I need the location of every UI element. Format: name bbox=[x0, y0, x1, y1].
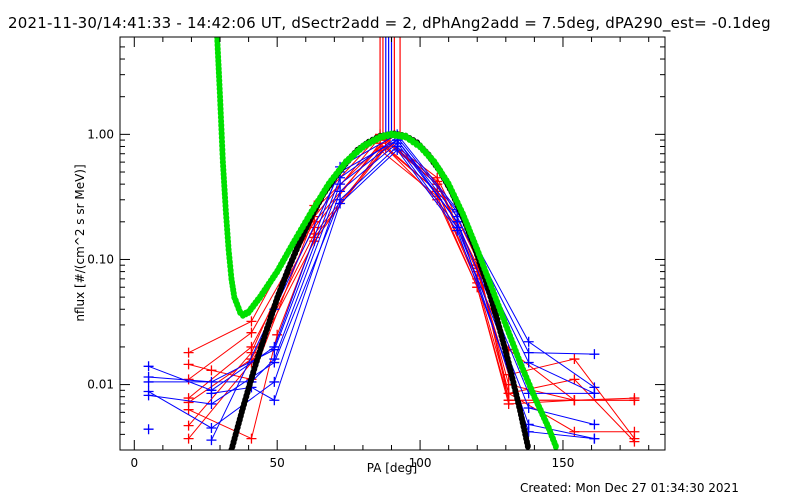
data-point-red-8 bbox=[183, 433, 194, 444]
data-point-blue-3 bbox=[523, 357, 534, 368]
data-point-blue-2 bbox=[523, 347, 534, 358]
y-axis-label: nflux [#/(cm^2 s sr MeV)] bbox=[73, 164, 87, 321]
data-point-blue-5 bbox=[206, 398, 217, 409]
data-point-blue-4 bbox=[206, 422, 217, 433]
data-point-blue-8 bbox=[143, 424, 154, 435]
data-point-red-5 bbox=[629, 426, 640, 437]
data-point-blue-4 bbox=[589, 388, 600, 399]
data-point-blue-7 bbox=[206, 435, 217, 446]
x-tick-label: 50 bbox=[270, 456, 285, 470]
x-tick-label: 0 bbox=[130, 456, 138, 470]
black-fit-curve bbox=[228, 130, 531, 450]
data-point-blue-6 bbox=[392, 144, 403, 155]
data-point-red-7 bbox=[183, 420, 194, 431]
data-point-red-1 bbox=[183, 347, 194, 358]
created-timestamp: Created: Mon Dec 27 01:34:30 2021 bbox=[520, 481, 739, 495]
chart-title: 2021-11-30/14:41:33 - 14:42:06 UT, dSect… bbox=[8, 14, 771, 32]
data-point-blue-5 bbox=[269, 357, 280, 368]
data-point-blue-5 bbox=[523, 402, 534, 413]
series-line-red-7 bbox=[188, 139, 575, 426]
plot-marks bbox=[143, 37, 640, 450]
green-fit-curve bbox=[214, 37, 559, 450]
data-point-blue-5 bbox=[143, 390, 154, 401]
axes: 0 50 100 150 1.00 0.10 0.01 bbox=[87, 36, 665, 470]
data-point-red-2 bbox=[569, 374, 580, 385]
data-point-blue-1 bbox=[143, 361, 154, 372]
data-point-blue-6 bbox=[335, 198, 346, 209]
data-point-blue-7 bbox=[452, 216, 463, 227]
data-point-red-3 bbox=[569, 354, 580, 365]
data-point-blue-4 bbox=[335, 186, 346, 197]
data-point-blue-1 bbox=[523, 336, 534, 347]
series-line-blue-4 bbox=[148, 142, 595, 429]
data-point-blue-4 bbox=[269, 376, 280, 387]
data-point-red-8 bbox=[503, 395, 514, 406]
data-point-blue-5 bbox=[589, 419, 600, 430]
series-line-red-5 bbox=[188, 145, 635, 433]
data-point-red-6 bbox=[246, 433, 257, 444]
y-tick-label: 1.00 bbox=[87, 127, 114, 141]
data-point-red-2 bbox=[206, 365, 217, 376]
x-tick-label: 100 bbox=[409, 456, 432, 470]
x-tick-label: 150 bbox=[552, 456, 575, 470]
green-fit-dot bbox=[552, 442, 559, 450]
series-line-blue-5 bbox=[148, 145, 595, 425]
data-point-red-1 bbox=[246, 316, 257, 327]
data-point-red-3 bbox=[246, 327, 257, 338]
series-line-blue-2 bbox=[148, 136, 595, 383]
data-point-red-6 bbox=[183, 404, 194, 415]
series-line-red-2 bbox=[188, 136, 635, 442]
series-line-blue-3 bbox=[148, 139, 595, 394]
series-line-blue-1 bbox=[148, 133, 595, 391]
x-axis-label: PA [deg] bbox=[367, 461, 417, 475]
data-point-blue-6 bbox=[269, 395, 280, 406]
y-tick-label: 0.10 bbox=[87, 252, 114, 266]
data-point-blue-6 bbox=[206, 388, 217, 399]
data-point-blue-2 bbox=[589, 349, 600, 360]
y-tick-label: 0.01 bbox=[87, 378, 114, 392]
data-point-blue-7 bbox=[589, 433, 600, 444]
data-point-blue-3 bbox=[143, 376, 154, 387]
plot-frame bbox=[119, 36, 666, 451]
black-fit-dot bbox=[524, 442, 531, 450]
data-point-red-2 bbox=[183, 359, 194, 370]
data-point-red-8 bbox=[629, 395, 640, 406]
data-point-red-5 bbox=[569, 426, 580, 437]
